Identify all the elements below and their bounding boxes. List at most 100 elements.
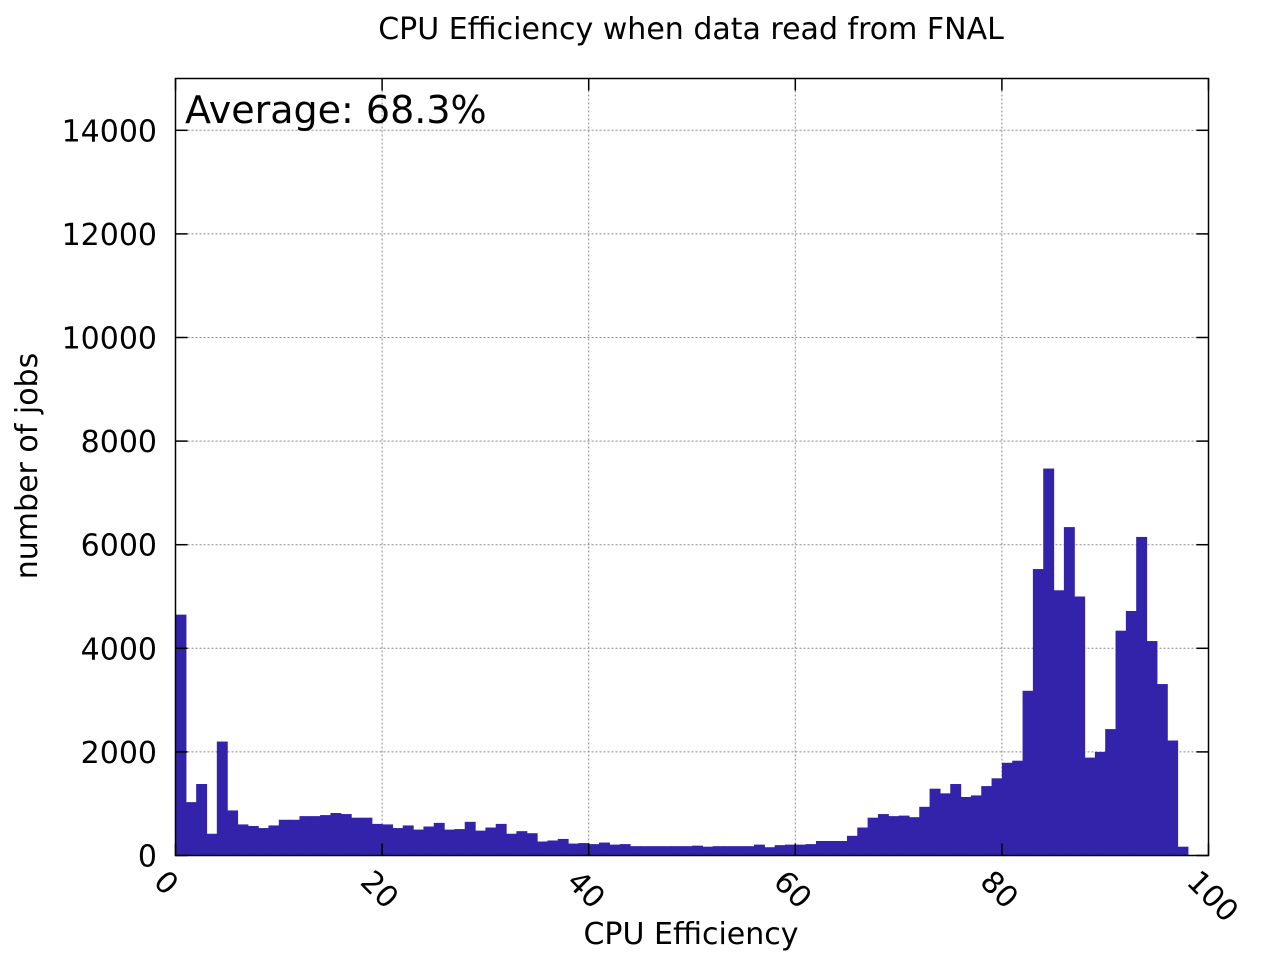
- histogram-bar: [826, 840, 838, 856]
- histogram-bar: [237, 824, 249, 856]
- histogram-bar: [547, 840, 559, 856]
- histogram-bar: [681, 846, 693, 856]
- histogram-bar: [650, 846, 662, 856]
- x-tick-label: 60: [766, 864, 818, 916]
- histogram-bar: [1053, 590, 1065, 856]
- histogram-bar: [402, 825, 414, 856]
- histogram-bar: [568, 843, 579, 856]
- histogram-bar: [712, 846, 724, 856]
- y-tick-label: 8000: [81, 425, 157, 460]
- histogram-bar: [857, 827, 869, 856]
- histogram-bar: [805, 844, 817, 856]
- y-tick-label: 10000: [62, 322, 157, 357]
- histogram-bar: [537, 841, 548, 856]
- histogram-bar: [423, 826, 435, 856]
- chart-title: CPU Efficiency when data read from FNAL: [378, 12, 1004, 47]
- histogram-bar: [258, 828, 270, 856]
- histogram-bar: [361, 817, 373, 856]
- histogram-bar: [278, 819, 290, 856]
- y-tick-label: 0: [138, 840, 157, 875]
- histogram-bar: [919, 806, 931, 856]
- histogram-bar: [1084, 757, 1096, 856]
- histogram-bar: [1177, 846, 1189, 856]
- histogram-bar: [929, 788, 941, 856]
- histogram-bar: [815, 840, 827, 856]
- histogram-bar: [733, 846, 745, 856]
- histogram-bar: [526, 833, 538, 856]
- histogram-bar: [1012, 760, 1024, 856]
- histogram-bar: [836, 840, 848, 856]
- y-axis-label: number of jobs: [10, 353, 45, 579]
- histogram-bar: [351, 817, 363, 856]
- histogram-bar: [475, 830, 486, 856]
- histogram-bar: [764, 847, 776, 856]
- histogram-bar: [268, 825, 280, 856]
- x-tick-label: 20: [353, 864, 405, 916]
- histogram-bar: [753, 844, 765, 856]
- histogram-bar: [981, 786, 993, 856]
- histogram-bar: [867, 817, 879, 856]
- x-tick-label: 40: [560, 864, 612, 916]
- histogram-bar: [888, 816, 900, 856]
- histogram-bar: [185, 802, 197, 856]
- histogram-bar: [939, 793, 951, 856]
- histogram-bar: [289, 819, 301, 856]
- histogram-bar: [1115, 630, 1127, 856]
- histogram-bar: [216, 741, 228, 856]
- histogram-bar: [320, 815, 332, 856]
- histogram-bar: [175, 614, 187, 856]
- histogram-bar: [454, 829, 466, 856]
- histogram-bar: [340, 814, 352, 856]
- histogram-bar: [1043, 468, 1055, 856]
- histogram-bar: [970, 795, 982, 856]
- x-axis-label: CPU Efficiency: [583, 917, 798, 952]
- histogram-bar: [640, 846, 652, 856]
- x-tick-label: 80: [973, 864, 1025, 916]
- histogram-bar: [506, 833, 517, 856]
- histogram-bar: [661, 846, 672, 856]
- histogram-bar: [1167, 740, 1179, 856]
- histogram-bar: [1074, 596, 1086, 856]
- histogram-bar: [1094, 751, 1106, 856]
- histogram-bar: [557, 838, 569, 856]
- histogram-bar: [795, 844, 807, 856]
- histogram-bar: [846, 835, 858, 856]
- histogram-bar: [702, 846, 714, 856]
- histogram-bar: [774, 845, 786, 856]
- histogram-bar: [382, 824, 394, 856]
- histogram-bar: [960, 796, 972, 856]
- histogram-bar: [1125, 611, 1137, 856]
- histogram-bar: [1105, 729, 1117, 856]
- histogram-bar: [196, 784, 208, 856]
- histogram-bar: [1146, 641, 1158, 856]
- histogram-bar: [516, 831, 528, 856]
- y-axis-tick-labels: 0 2000 4000 6000 8000 10000 12000 14000: [62, 114, 157, 874]
- histogram-bar: [1156, 684, 1168, 856]
- histogram-bar: [392, 828, 404, 856]
- histogram-bar: [588, 844, 600, 856]
- histogram-bar: [413, 829, 425, 856]
- histogram-bar: [1032, 569, 1044, 856]
- histogram-bar: [950, 784, 962, 856]
- histogram-bar: [299, 816, 311, 856]
- annotation-average: Average: 68.3%: [185, 88, 487, 132]
- axis-ticks: [174, 78, 1210, 857]
- histogram-bar: [599, 842, 610, 856]
- histogram-bar: [444, 829, 456, 856]
- histogram-bar: [671, 846, 683, 856]
- histogram-bar: [485, 827, 497, 856]
- histogram-bar: [495, 823, 507, 856]
- histogram-bar: [991, 778, 1003, 856]
- histogram-bar: [1136, 536, 1148, 856]
- histogram-bar: [630, 846, 641, 856]
- histogram-bar: [1001, 762, 1013, 856]
- histogram-bar: [247, 825, 259, 856]
- histogram-bar: [330, 813, 342, 856]
- histogram-bar: [578, 843, 590, 856]
- histogram-bar: [309, 816, 321, 856]
- y-tick-label: 14000: [62, 114, 157, 149]
- histogram-bar: [371, 823, 383, 856]
- histogram-bar: [877, 814, 889, 856]
- histogram-bar: [206, 833, 218, 856]
